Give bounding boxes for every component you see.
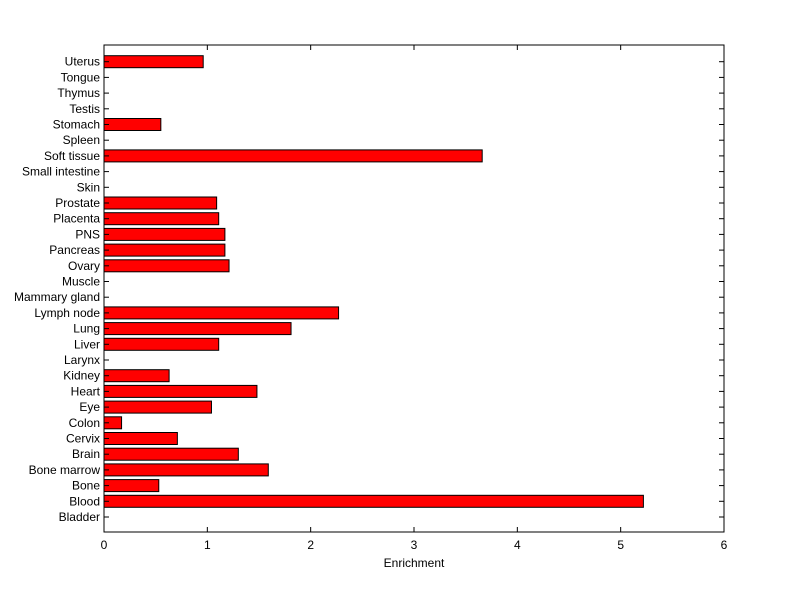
y-tick-label-lung: Lung (73, 322, 100, 336)
y-tick-label-uterus: Uterus (65, 55, 100, 69)
bar-bone-marrow (103, 463, 269, 477)
y-tick-label-colon: Colon (69, 416, 100, 430)
bar-lymph-node (103, 306, 340, 320)
x-tick-label-3: 3 (411, 538, 418, 552)
y-tick-label-brain: Brain (72, 447, 100, 461)
y-tick-label-blood: Blood (69, 494, 100, 508)
y-tick-label-pancreas: Pancreas (49, 243, 100, 257)
y-tick-label-thymus: Thymus (57, 86, 100, 100)
bar-kidney (103, 369, 170, 383)
bar-pancreas (103, 243, 226, 257)
y-tick-label-eye: Eye (79, 400, 100, 414)
y-tick-label-placenta: Placenta (53, 212, 100, 226)
bar-pns (103, 227, 226, 241)
bar-uterus (103, 55, 204, 69)
y-tick-label-pns: PNS (75, 227, 100, 241)
bar-heart (103, 384, 258, 398)
y-tick-label-bone-marrow: Bone marrow (29, 463, 101, 477)
y-tick-label-tongue: Tongue (61, 70, 101, 84)
bar-stomach (103, 118, 162, 131)
plot-frame (103, 44, 725, 533)
bar-liver (103, 337, 220, 351)
y-tick-label-soft-tissue: Soft tissue (44, 149, 100, 163)
y-tick-label-kidney: Kidney (63, 369, 100, 383)
y-tick-label-larynx: Larynx (64, 353, 100, 367)
y-tick-label-stomach: Stomach (53, 118, 100, 132)
bar-brain (103, 447, 239, 461)
x-axis-title: Enrichment (384, 556, 445, 570)
bar-lung (103, 322, 292, 336)
bar-eye (103, 400, 212, 414)
y-tick-label-skin: Skin (77, 180, 100, 194)
x-tick-label-4: 4 (514, 538, 521, 552)
y-tick-label-liver: Liver (74, 337, 100, 351)
y-tick-label-lymph-node: Lymph node (34, 306, 100, 320)
x-tick-label-1: 1 (204, 538, 211, 552)
y-tick-label-cervix: Cervix (66, 432, 100, 446)
bar-ovary (103, 259, 230, 273)
bar-cervix (103, 432, 178, 445)
y-tick-label-bone: Bone (72, 479, 100, 493)
y-tick-label-spleen: Spleen (63, 133, 100, 147)
x-tick-label-2: 2 (307, 538, 314, 552)
bar-placenta (103, 212, 220, 226)
y-tick-label-testis: Testis (69, 102, 100, 116)
bar-soft-tissue (103, 149, 483, 163)
bar-blood (103, 494, 644, 508)
y-tick-label-prostate: Prostate (55, 196, 100, 210)
x-tick-label-6: 6 (721, 538, 728, 552)
y-tick-label-muscle: Muscle (62, 275, 100, 289)
bar-bone (103, 479, 160, 493)
y-tick-label-small-intestine: Small intestine (22, 165, 100, 179)
y-tick-label-mammary-gland: Mammary gland (14, 290, 100, 304)
y-tick-label-heart: Heart (71, 384, 101, 398)
x-tick-label-0: 0 (101, 538, 108, 552)
y-tick-label-ovary: Ovary (68, 259, 100, 273)
y-tick-label-bladder: Bladder (59, 510, 100, 524)
x-tick-label-5: 5 (617, 538, 624, 552)
bar-prostate (103, 196, 218, 210)
